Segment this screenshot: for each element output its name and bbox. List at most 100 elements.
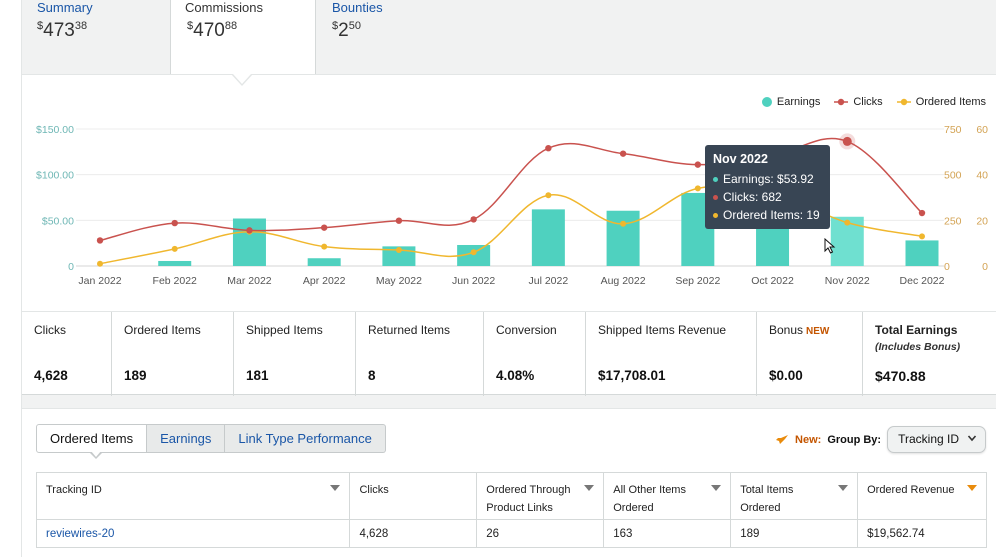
cell-ordered-through-links: 26 [476,519,605,548]
sort-caret-icon [838,485,849,491]
col-total-items[interactable]: Total Items Ordered [730,472,859,520]
x-tick-label: Sep 2022 [675,275,720,287]
earnings-bar [307,258,341,266]
ordered-items-point [694,185,701,192]
y-tick-label-ordered: 40 [976,170,988,182]
x-tick-label: Jan 2022 [78,275,121,287]
metric-returned-items: Returned Items 8 [356,312,484,396]
ordered-items-point [395,247,402,254]
y-tick-label-clicks: 0 [944,261,950,273]
earnings-dot-icon [713,176,718,182]
ordered-items-point [321,243,328,250]
legend-earnings[interactable]: Earnings [761,96,821,108]
tab-link-type-performance[interactable]: Link Type Performance [225,424,386,453]
clicks-swatch-icon [834,98,849,106]
earnings-bar [158,260,192,266]
clicks-point [918,209,926,217]
tab-commissions-label: Commissions [185,0,264,15]
table-row: reviewires-20 4,628 26 163 189 $19,562.7… [35,519,987,548]
left-rail [0,0,22,557]
cell-clicks: 4,628 [349,519,478,548]
table-header-row: Tracking ID Clicks Ordered Through Produ… [35,472,987,520]
tooltip-clicks: Clicks: 682 [713,188,822,206]
chart-legend: Earnings Clicks Ordered Items [761,96,986,108]
legend-clicks[interactable]: Clicks [834,96,883,108]
col-ordered-through-links[interactable]: Ordered Through Product Links [476,472,605,520]
metric-conversion: Conversion 4.08% [484,312,586,396]
tab-commissions[interactable]: Commissions $47088 [170,0,316,74]
cell-all-other-items: 163 [603,519,732,548]
y-tick-label-clicks: 500 [944,170,962,182]
metric-shipped-items: Shipped Items 181 [234,312,356,396]
y-tick-label-clicks: 750 [944,124,962,136]
x-tick-label: Oct 2022 [751,275,794,287]
new-badge: NEW [806,326,830,337]
metric-conversion-label: Conversion [496,323,557,337]
legend-ordered-items[interactable]: Ordered Items [896,96,986,108]
metric-shipped-label: Shipped Items [246,323,323,337]
tab-summary-label: Summary [37,0,93,15]
earnings-bar [232,218,266,266]
ordered-swatch-icon [896,98,911,106]
metric-clicks: Clicks 4,628 [22,312,112,396]
metric-returned-value: 8 [368,368,376,383]
tab-summary-amount: $47338 [37,20,88,41]
group-by-select[interactable]: Tracking ID [887,426,986,453]
y-tick-label-left: $150.00 [36,124,74,136]
x-tick-label: Jul 2022 [529,275,569,287]
metric-shipped-value: 181 [246,368,269,383]
legend-clicks-label: Clicks [853,96,883,108]
clicks-point [320,224,328,231]
metric-ordered-label: Ordered Items [124,323,201,337]
y-tick-label-ordered: 0 [982,261,988,273]
legend-earnings-label: Earnings [776,96,821,108]
x-tick-label: Mar 2022 [227,275,272,287]
clicks-point [619,150,627,157]
col-clicks[interactable]: Clicks [349,472,478,520]
sort-caret-icon [584,485,595,491]
clicks-point [171,219,178,227]
x-tick-label: Feb 2022 [153,275,198,287]
rocket-icon [776,434,789,444]
earnings-bar [606,210,640,266]
tab-summary[interactable]: Summary $47338 [37,0,147,74]
summary-metrics: Clicks 4,628 Ordered Items 189 Shipped I… [22,311,996,396]
col-all-other-items[interactable]: All Other Items Ordered [603,472,732,520]
col-ordered-revenue[interactable]: Ordered Revenue [857,472,987,520]
ordered-items-point [919,233,925,240]
metric-bonus-value: $0.00 [769,368,803,383]
chevron-down-icon [967,435,977,442]
x-tick-label: Nov 2022 [825,275,870,287]
section-gap [22,396,996,408]
x-tick-label: May 2022 [376,275,422,287]
tab-ordered-items[interactable]: Ordered Items [36,424,148,453]
cell-total-items: 189 [730,519,859,548]
active-tab-caret-inner [91,451,101,457]
clicks-point [470,216,477,223]
ordered-items-point [171,245,178,252]
group-by-label: Group By: [827,433,882,446]
tab-bounties-label: Bounties [332,0,383,15]
tab-earnings[interactable]: Earnings [147,424,226,453]
ordered-dot-icon [713,212,718,218]
earnings-swatch-icon [761,97,772,107]
group-by-control: New: Group By: Tracking ID [775,426,986,453]
report-tabs: Ordered Items Earnings Link Type Perform… [36,424,386,453]
metric-bonus: Bonus NEW $0.00 [757,312,863,396]
earnings-chart[interactable]: 0 0 0 $50.00 250 20 $100.00 500 40 $150.00 750 60 Ja… [22,75,996,312]
cell-tracking-id-link[interactable]: reviewires-20 [35,519,351,548]
chart-tooltip: Nov 2022 Earnings: $53.92 Clicks: 682 Or… [705,145,830,229]
y-tick-label-left: $100.00 [36,170,74,182]
metric-clicks-value: 4,628 [34,368,68,383]
x-tick-label: Apr 2022 [303,275,346,287]
tab-bounties[interactable]: Bounties $250 [332,0,442,74]
clicks-point [842,136,852,146]
metric-ordered-items: Ordered Items 189 [112,312,234,396]
metric-returned-label: Returned Items [368,323,451,337]
y-tick-label-ordered: 20 [976,215,988,227]
clicks-point [694,161,702,168]
mouse-pointer-icon [824,238,836,254]
col-tracking-id[interactable]: Tracking ID [35,472,351,520]
metric-total-label: Total Earnings [875,323,958,337]
